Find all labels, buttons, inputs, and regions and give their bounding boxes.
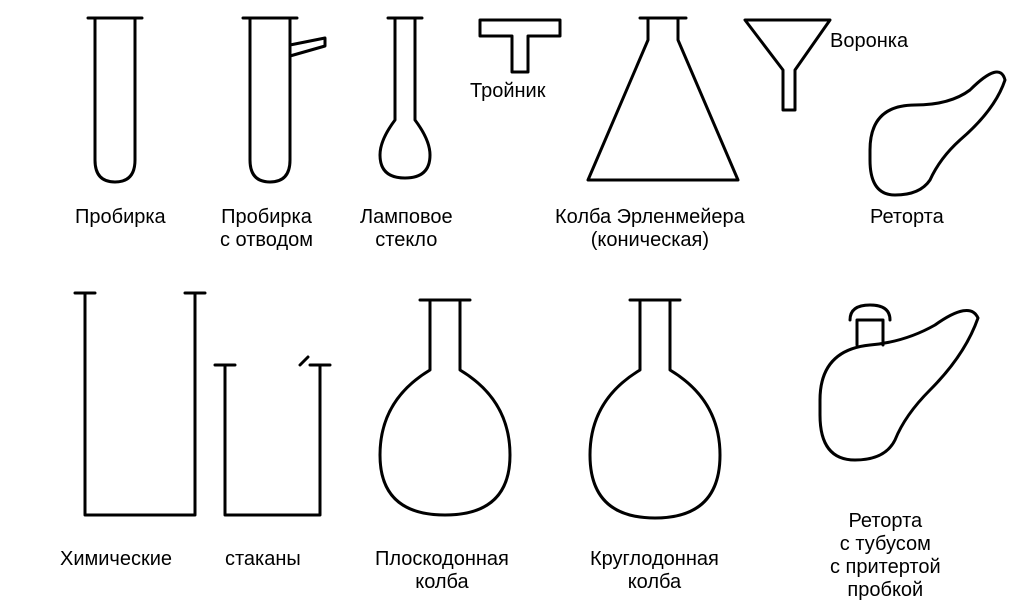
retort-label: Реторта (870, 206, 944, 229)
tee-label: Тройник (470, 80, 545, 103)
beaker-large-shape (75, 293, 205, 515)
test-tube-side-shape (243, 18, 325, 182)
retort-tube-label: Реторта с тубусом с притертой пробкой (830, 510, 941, 602)
erlenmeyer-label: Колба Эрленмейера (коническая) (555, 206, 745, 252)
flat-flask-label: Плоскодонная колба (375, 548, 509, 594)
beaker-large-label: Химические (60, 548, 172, 571)
beaker-small-label: стаканы (225, 548, 301, 571)
retort-tube-shape (820, 305, 978, 460)
funnel-label: Воронка (830, 30, 908, 53)
round-flask-shape (590, 300, 720, 518)
lamp-glass-shape (380, 18, 430, 178)
flat-flask-shape (380, 300, 510, 515)
test-tube-shape (88, 18, 142, 182)
test-tube-side-label: Пробирка с отводом (220, 206, 313, 252)
beaker-small-shape (215, 357, 330, 515)
lamp-glass-label: Ламповое стекло (360, 206, 453, 252)
erlenmeyer-shape (588, 18, 738, 180)
funnel-shape (745, 20, 830, 110)
test-tube-label: Пробирка (75, 206, 166, 229)
round-flask-label: Круглодонная колба (590, 548, 719, 594)
retort-shape (870, 72, 1005, 195)
tee-shape (480, 20, 560, 72)
